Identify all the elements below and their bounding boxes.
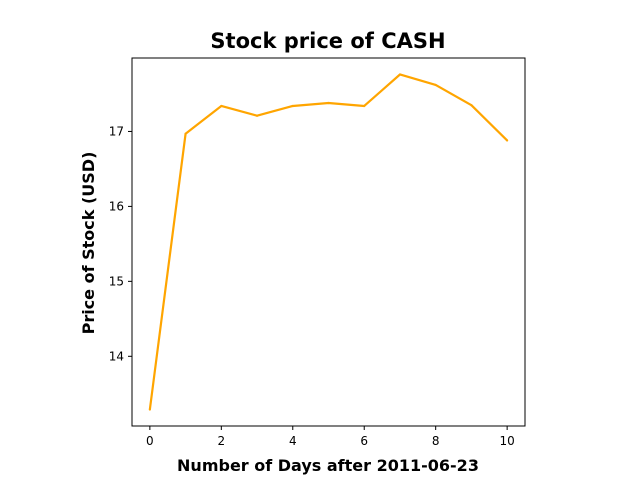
- y-tick-label: 14: [109, 349, 124, 363]
- data-point: [363, 104, 366, 108]
- x-axis: 0 2 4 6 8 10: [146, 426, 515, 448]
- x-tick-label: 10: [499, 434, 514, 448]
- data-point: [220, 104, 223, 108]
- data-point: [184, 132, 187, 135]
- x-tick-label: 0: [146, 434, 154, 448]
- y-tick-label: 15: [109, 274, 124, 288]
- x-tick-label: 2: [217, 434, 225, 448]
- plot-area: [148, 73, 509, 411]
- y-axis-label: Price of Stock (USD): [79, 152, 98, 335]
- data-point: [434, 83, 437, 87]
- series-line: [148, 73, 508, 410]
- y-axis: 14 15 16 17: [109, 124, 132, 363]
- data-point: [255, 114, 259, 117]
- data-point: [327, 101, 330, 105]
- x-tick-label: 4: [289, 434, 297, 448]
- data-point: [470, 104, 473, 107]
- y-tick-label: 17: [109, 124, 124, 138]
- y-tick-label: 16: [109, 199, 124, 213]
- data-point: [398, 73, 402, 76]
- data-point: [291, 104, 294, 108]
- x-tick-label: 8: [432, 434, 440, 448]
- x-tick-label: 6: [360, 434, 368, 448]
- data-point: [506, 139, 509, 142]
- plot-frame: [131, 57, 526, 427]
- x-axis-label: Number of Days after 2011-06-23: [177, 456, 479, 475]
- data-point: [148, 408, 151, 411]
- chart-title: Stock price of CASH: [210, 29, 445, 53]
